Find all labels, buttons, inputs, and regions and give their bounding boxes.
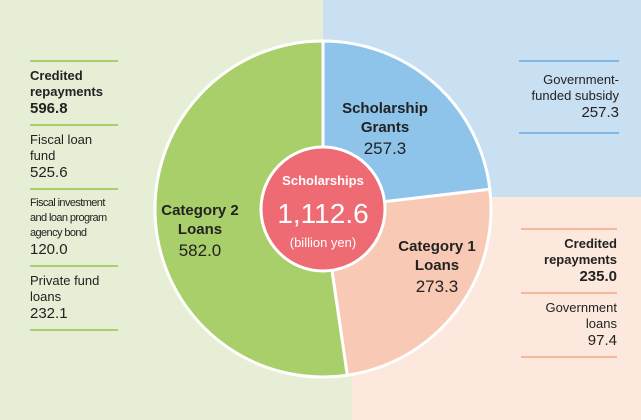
pie-wedge [153,39,349,379]
annotation-value: 120.0 [30,241,68,258]
center-total: 1,112.6 [277,198,368,229]
annotation-item: Fiscal loan fund 525.6 [30,124,118,188]
annotation-item: Credited repayments 596.8 [30,60,118,124]
annotation-name: Private fund loans [30,273,100,304]
segment-label: Category 1 Loans 273.3 [382,237,492,299]
annotation-bottom-right: Credited repayments 235.0 Government loans… [521,228,617,358]
annotation-name: Government-funded subsidy [531,72,619,103]
annotation-value: 257.3 [581,104,619,121]
annotation-item: Private fund loans 232.1 [30,265,118,331]
annotation-name: Fiscal loan fund [30,132,93,163]
segment-name: Scholarship Grants [342,100,428,136]
annotation-item: Government loans 97.4 [521,292,617,358]
annotation-item: Fiscal investment and loan program agenc… [30,188,118,265]
annotation-name: Credited repayments [30,68,103,99]
segment-value: 582.0 [178,241,222,260]
annotation-value: 97.4 [587,332,617,349]
annotation-top-right: Government-funded subsidy 257.3 [519,60,619,134]
segment-value: 273.3 [415,277,459,296]
segment-value: 257.3 [363,139,407,158]
center-unit: (billion yen) [290,235,356,250]
annotation-value: 596.8 [30,100,68,117]
annotation-name: Credited repayments [544,236,617,267]
center-circle [259,145,387,273]
center-title: Scholarships [282,173,364,188]
annotation-value: 232.1 [30,305,68,322]
annotation-value: 235.0 [579,268,617,285]
annotation-name: Fiscal investment and loan program agenc… [30,197,107,239]
annotation-value: 525.6 [30,164,68,181]
segment-name: Category 2 Loans [161,202,239,238]
segment-label: Category 2 Loans 582.0 [145,201,255,263]
annotation-item: Government-funded subsidy 257.3 [519,60,619,134]
annotation-name: Government loans [545,300,617,331]
annotation-item: Credited repayments 235.0 [521,228,617,292]
annotation-left: Credited repayments 596.8 Fiscal loan fund… [30,60,118,331]
segment-name: Category 1 Loans [398,238,476,274]
segment-label: Scholarship Grants 257.3 [330,99,440,161]
